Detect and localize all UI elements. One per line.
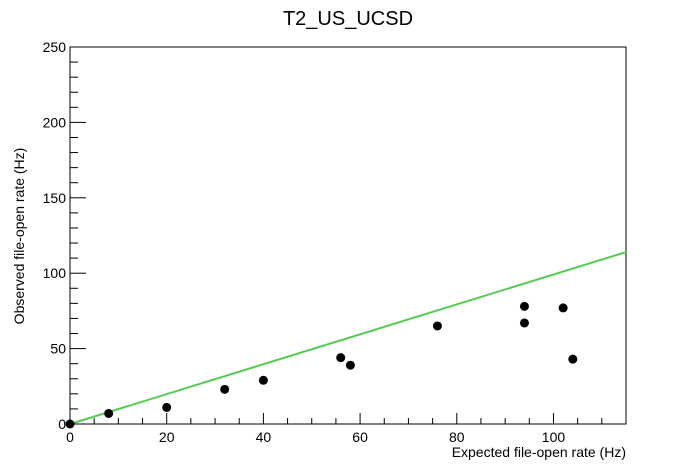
y-tick-label: 250	[43, 39, 67, 55]
data-point	[65, 419, 75, 429]
chart-title: T2_US_UCSD	[283, 8, 413, 30]
y-tick-label: 100	[43, 265, 67, 281]
data-point	[336, 353, 346, 363]
data-point	[162, 402, 172, 412]
x-axis-label: Expected file-open rate (Hz)	[452, 444, 626, 460]
data-point	[345, 360, 355, 370]
x-axis: 0 20 40 60 80 100	[66, 413, 627, 445]
data-point	[519, 301, 529, 311]
reference-line-group	[69, 251, 627, 425]
x-tick-label: 60	[352, 429, 368, 445]
reference-line	[69, 251, 627, 425]
y-tick-label: 150	[43, 190, 67, 206]
data-point	[558, 303, 568, 313]
y-tick-label: 0	[58, 416, 66, 432]
data-point	[568, 354, 578, 364]
y-axis: 0 50 100 150 200 250	[43, 39, 86, 432]
data-points	[65, 301, 578, 429]
plot-frame	[69, 46, 627, 425]
data-point	[220, 384, 230, 394]
data-point	[519, 318, 529, 328]
data-point	[432, 321, 442, 331]
x-tick-label: 40	[256, 429, 272, 445]
x-tick-label: 20	[159, 429, 175, 445]
y-tick-label: 200	[43, 114, 67, 130]
data-point	[258, 375, 268, 385]
x-tick-label: 100	[542, 429, 566, 445]
data-point	[104, 408, 114, 418]
x-tick-label: 80	[449, 429, 465, 445]
y-tick-label: 50	[50, 341, 66, 357]
x-tick-label: 0	[66, 429, 74, 445]
y-axis-label: Observed file-open rate (Hz)	[11, 148, 27, 325]
